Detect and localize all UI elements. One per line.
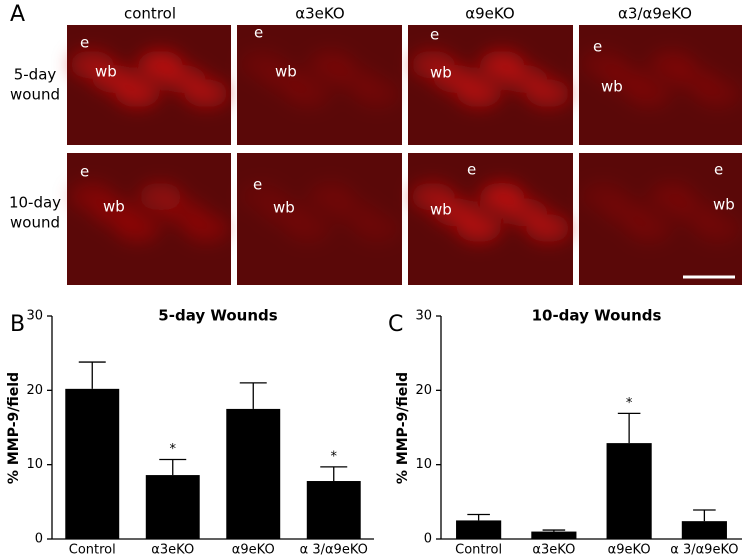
signal-spot [285,79,330,108]
image-label: e [714,161,723,179]
row-label: 5-day [14,66,57,84]
signal-spot [285,214,330,243]
bar [681,521,727,539]
signal-spot [355,214,400,243]
significance-star: * [170,442,177,457]
image-label: wb [713,196,735,214]
x-tick-label: α 3/α9eKO [300,543,368,558]
row-label: wound [10,86,60,104]
signal-spot [627,214,672,243]
significance-star: * [331,449,338,464]
signal-spot [184,79,229,108]
bar [65,388,120,539]
micrograph-signal [69,50,229,108]
column-header: α3/α9eKO [618,5,692,23]
chart-title: 5-day Wounds [158,307,277,325]
chart-title: 10-day Wounds [532,307,662,325]
image-label: wb [273,199,295,217]
bar [606,443,652,539]
x-tick-label: α3eKO [532,543,575,558]
signal-spot [627,79,672,108]
signal-spot [456,214,501,243]
y-axis-label: % MMP-9/field [395,372,411,484]
image-label: wb [103,198,125,216]
bar [456,520,502,539]
x-tick-label: α 3/α9eKO [670,543,738,558]
image-label: e [430,26,439,44]
signal-spot [695,214,740,243]
bar [306,481,361,539]
micrograph-signal [69,182,229,243]
signal-spot [526,79,571,108]
micrograph-signal [239,50,400,108]
image-label: wb [275,63,297,81]
image-label: wb [601,78,623,96]
column-header: α3eKO [295,5,344,23]
y-tick-label: 20 [26,383,43,398]
column-header: α9eKO [465,5,514,23]
bar [145,475,200,539]
image-label: e [593,38,602,56]
y-tick-label: 30 [415,309,432,324]
signal-spot [695,79,740,108]
column-header: control [124,5,176,23]
bar [226,408,281,539]
image-label: e [467,161,476,179]
y-tick-label: 30 [26,309,43,324]
y-tick-label: 20 [415,383,432,398]
panel-label: B [10,312,25,337]
image-label: wb [430,201,452,219]
micrograph-signal [410,182,571,243]
signal-spot [184,214,229,243]
micrograph-signal [581,182,740,243]
y-tick-label: 0 [35,532,43,547]
image-label: e [80,34,89,52]
x-tick-label: α9eKO [608,543,651,558]
signal-spot [526,214,571,243]
image-label: wb [430,64,452,82]
bar [531,531,577,539]
image-label: e [80,163,89,181]
signal-spot [115,214,160,243]
micrograph-signal [239,182,400,243]
image-label: e [253,176,262,194]
micrograph-signal [410,50,571,108]
y-axis-label: % MMP-9/field [6,372,22,484]
y-tick-label: 10 [415,457,432,472]
signal-spot [355,79,400,108]
row-label: 10-day [9,194,61,212]
micrograph-signal [581,50,740,108]
y-tick-label: 10 [26,457,43,472]
x-tick-label: α3eKO [151,543,194,558]
significance-star: * [626,396,633,411]
x-tick-label: Control [69,543,116,558]
x-tick-label: α9eKO [232,543,275,558]
y-tick-label: 0 [424,532,432,547]
image-label: wb [95,63,117,81]
row-label: wound [10,214,60,232]
signal-spot [115,79,160,108]
x-tick-label: Control [455,543,502,558]
signal-spot [456,79,501,108]
panel-label: A [10,2,25,27]
panel-label: C [388,312,403,337]
image-label: e [254,24,263,42]
